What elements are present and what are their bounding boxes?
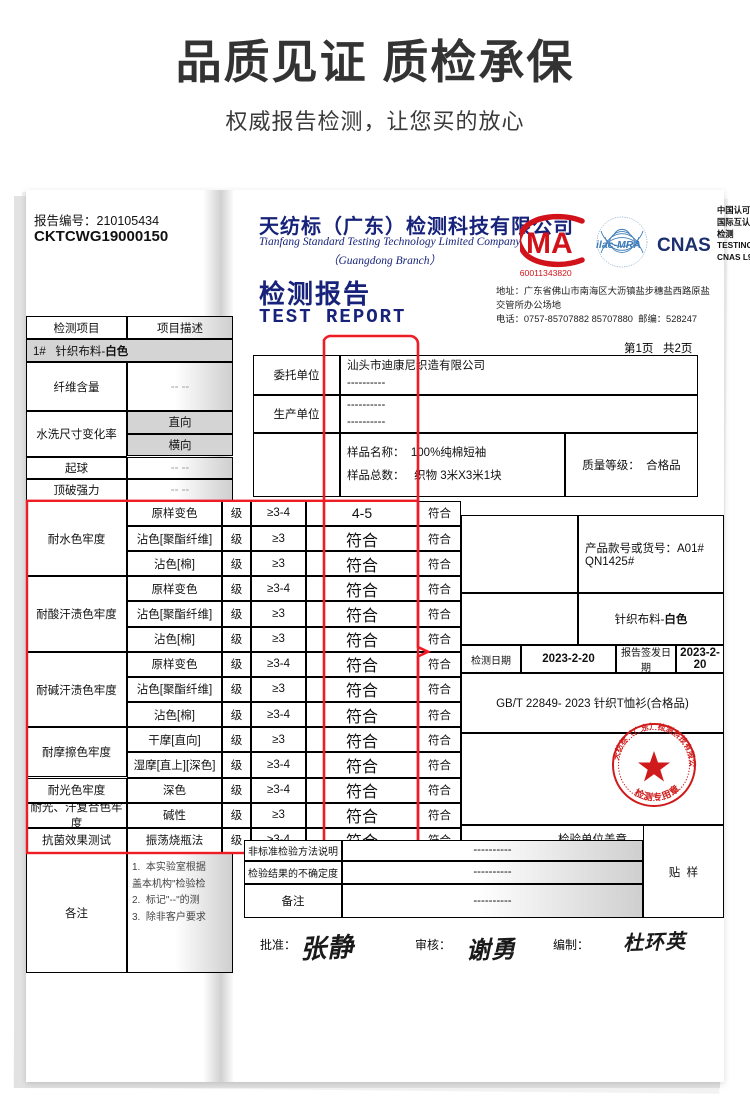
svg-text:MA: MA (526, 227, 573, 260)
svg-text:CNAS: CNAS (657, 235, 711, 256)
svg-text:160011343820: 160011343820 (520, 268, 572, 278)
svg-text:ilac-MRA: ilac-MRA (596, 239, 641, 251)
